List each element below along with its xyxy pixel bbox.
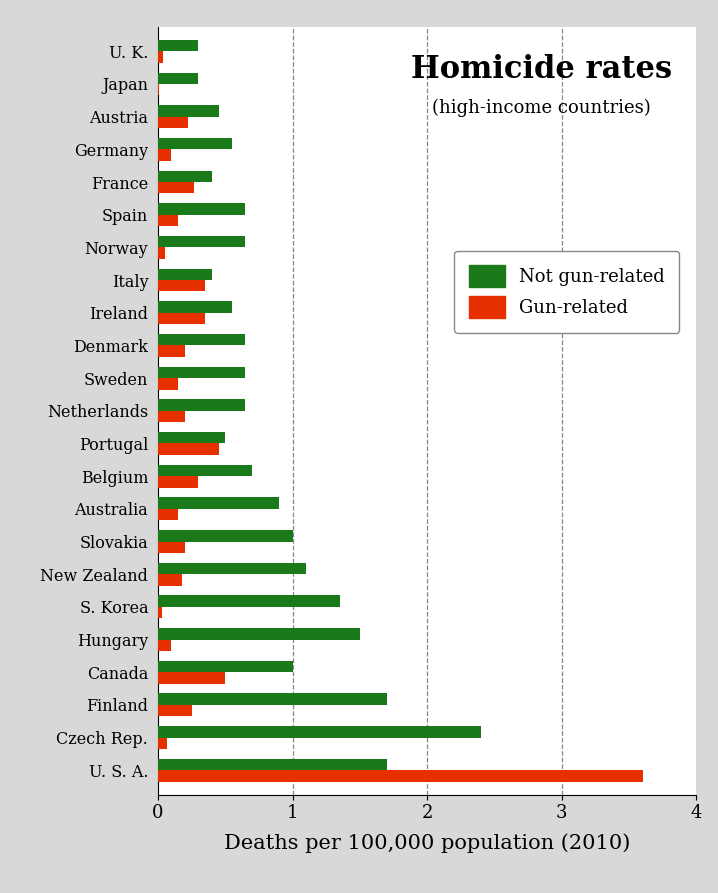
Bar	[158, 411, 185, 422]
Bar	[158, 313, 205, 324]
Bar	[158, 247, 164, 259]
Bar	[158, 509, 178, 521]
Bar	[158, 639, 172, 651]
Bar	[158, 334, 246, 346]
Bar	[158, 464, 252, 476]
Bar	[158, 204, 246, 214]
Bar	[158, 378, 178, 389]
Bar	[158, 51, 164, 63]
Bar	[158, 105, 218, 117]
Bar	[158, 346, 185, 357]
Bar	[158, 84, 159, 96]
Bar	[158, 117, 187, 128]
Bar	[158, 738, 167, 749]
Text: (high-income countries): (high-income countries)	[432, 98, 651, 117]
Bar	[158, 661, 293, 672]
Bar	[158, 269, 212, 280]
Bar	[158, 476, 198, 488]
Bar	[158, 444, 218, 455]
Bar	[158, 628, 360, 639]
Bar	[158, 607, 162, 618]
Bar	[158, 171, 212, 182]
Bar	[158, 367, 246, 378]
Bar	[158, 399, 246, 411]
Bar	[158, 497, 279, 509]
Bar	[158, 705, 192, 716]
Bar	[158, 432, 225, 444]
Bar	[158, 530, 293, 541]
Bar	[158, 563, 306, 574]
Text: Homicide rates: Homicide rates	[411, 54, 672, 85]
Bar	[158, 214, 178, 226]
Bar	[158, 301, 232, 313]
Bar	[158, 596, 340, 607]
Legend: Not gun-related, Gun-related: Not gun-related, Gun-related	[454, 251, 679, 333]
Bar	[158, 40, 198, 51]
Bar	[158, 149, 172, 161]
Bar	[158, 759, 387, 771]
Bar	[158, 672, 225, 684]
Bar	[158, 541, 185, 553]
Bar	[158, 694, 387, 705]
Bar	[158, 182, 195, 194]
Bar	[158, 280, 205, 291]
Bar	[158, 574, 182, 586]
Bar	[158, 771, 643, 781]
X-axis label: Deaths per 100,000 population (2010): Deaths per 100,000 population (2010)	[224, 833, 630, 854]
Bar	[158, 726, 481, 738]
Bar	[158, 236, 246, 247]
Bar	[158, 138, 232, 149]
Bar	[158, 72, 198, 84]
